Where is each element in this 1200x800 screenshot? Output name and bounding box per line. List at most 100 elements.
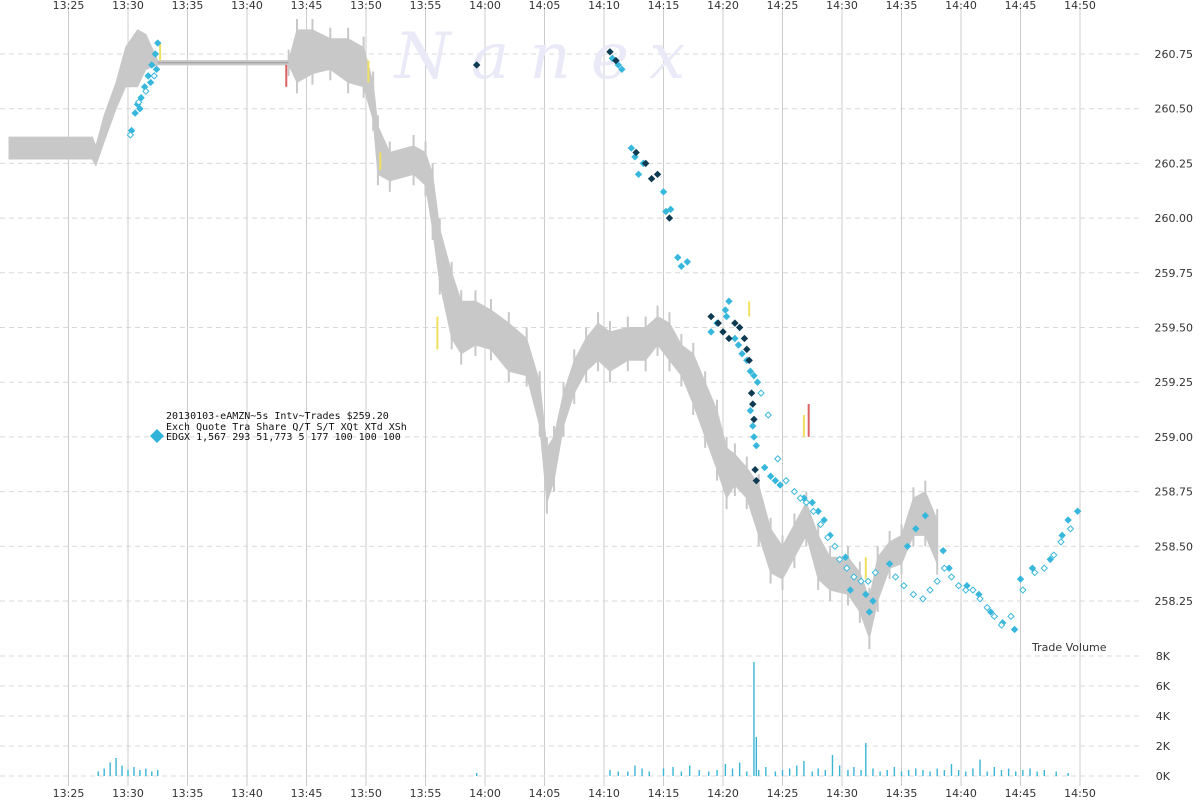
trade-marker (885, 560, 894, 568)
trade-marker (939, 546, 947, 555)
trade-marker (131, 109, 139, 117)
trade-marker (750, 371, 758, 380)
trade-marker-hollow (126, 131, 135, 139)
x-tick-label-bottom: 13:40 (231, 787, 263, 800)
x-tick-label-top: 14:30 (826, 0, 858, 12)
trade-marker-hollow (1050, 551, 1058, 559)
x-tick-label-bottom: 13:45 (291, 787, 323, 800)
trade-marker (921, 511, 930, 520)
trade-marker-dark (731, 319, 739, 327)
trade-marker (666, 205, 675, 214)
trade-marker (151, 50, 160, 58)
y-tick-label: 260.50 (1155, 103, 1194, 116)
trade-marker-hollow (1040, 564, 1049, 572)
quote-range-area (8, 29, 938, 640)
x-tick-label-bottom: 14:10 (588, 787, 620, 800)
x-tick-label-top: 14:10 (588, 0, 620, 12)
trade-marker-hollow (802, 498, 811, 507)
trade-marker-hollow (933, 577, 941, 586)
trade-marker-dark (719, 328, 727, 336)
x-tick-label-top: 14:20 (707, 0, 739, 12)
y-tick-label: 259.00 (1155, 431, 1194, 444)
trade-marker (137, 94, 145, 102)
trade-marker-hollow (757, 389, 765, 397)
volume-bars (97, 662, 1069, 776)
trade-marker-hollow (782, 476, 790, 485)
x-tick-label-top: 14:35 (886, 0, 918, 12)
volume-tick-label: 0K (1156, 770, 1171, 783)
trade-marker (912, 525, 920, 533)
trade-marker-hollow (871, 568, 880, 577)
trade-marker-hollow (796, 494, 805, 502)
trade-marker-hollow (816, 520, 825, 529)
y-axis-volume: 0K 2K 4K 6K 8K (1156, 650, 1171, 783)
trade-marker-hollow (997, 621, 1006, 629)
trade-marker (776, 481, 784, 489)
y-tick-label: 259.25 (1155, 376, 1194, 389)
y-tick-label: 259.50 (1155, 322, 1194, 335)
trade-marker-hollow (850, 573, 858, 581)
trade-marker (683, 258, 692, 266)
trade-marker (945, 564, 953, 572)
x-tick-label-bottom: 14:20 (707, 787, 739, 800)
y-tick-label: 260.75 (1155, 48, 1194, 61)
trade-marker-hollow (764, 411, 772, 419)
trade-marker (987, 608, 995, 616)
trade-marker (1064, 516, 1072, 524)
trade-marker (1016, 575, 1025, 583)
trade-marker (627, 144, 636, 152)
trade-marker-hollow (926, 586, 934, 594)
y-tick-label: 258.25 (1155, 595, 1194, 608)
trade-marker (659, 188, 668, 196)
x-tick-label-top: 13:35 (172, 0, 204, 12)
x-tick-label-bottom: 14:30 (826, 787, 858, 800)
trade-marker (865, 608, 874, 616)
y-axis-price: 258.25 258.50 258.75 259.00 259.25 259.50 259.… (1155, 48, 1194, 608)
trade-marker-hollow (835, 555, 844, 564)
trade-marker (152, 65, 161, 74)
trade-marker (707, 328, 715, 336)
trade-marker (614, 61, 622, 69)
trade-marker-hollow (891, 573, 900, 581)
trade-marker-dark (740, 334, 749, 343)
trade-marker-hollow (1031, 568, 1039, 577)
trade-marker (154, 39, 162, 47)
trade-marker-hollow (142, 87, 150, 95)
x-tick-label-top: 14:15 (648, 0, 680, 12)
trade-marker (634, 170, 643, 179)
trade-marker (841, 553, 850, 561)
trade-marker-hollow (940, 564, 949, 572)
quote-accents (159, 43, 867, 580)
trade-marker (674, 253, 682, 262)
trade-marker (760, 463, 769, 472)
trade-marker-hollow (1007, 612, 1015, 621)
trade-marker-hollow (809, 507, 818, 515)
trade-marker (1028, 564, 1037, 572)
x-tick-label-top: 13:25 (53, 0, 85, 12)
trade-marker-hollow (774, 455, 782, 463)
trade-marker (766, 472, 775, 480)
trade-marker (752, 441, 761, 450)
x-tick-label-bottom: 14:40 (945, 787, 977, 800)
trade-marker (618, 65, 626, 74)
y-tick-label: 258.75 (1155, 486, 1194, 499)
trade-marker (903, 542, 912, 551)
trade-marker-hollow (150, 72, 158, 80)
trade-marker (750, 433, 758, 441)
trade-marker-hollow (954, 581, 963, 590)
trade-marker (814, 507, 822, 515)
trade-marker (820, 516, 828, 524)
trade-marker-dark (747, 389, 756, 397)
trade-marker-hollow (1019, 586, 1027, 594)
trade-marker-hollow (831, 542, 839, 551)
x-tick-label-top: 14:00 (469, 0, 501, 12)
x-tick-label-top: 14:25 (767, 0, 799, 12)
quote-band (8, 18, 939, 650)
trade-marker (869, 597, 877, 605)
x-tick-label-bottom: 13:50 (350, 787, 382, 800)
trade-marker-hollow (843, 564, 851, 572)
trade-marker-hollow (969, 586, 977, 594)
trade-marker (749, 422, 757, 430)
trade-marker-hollow (983, 603, 991, 612)
x-tick-label-bottom: 14:00 (469, 787, 501, 800)
